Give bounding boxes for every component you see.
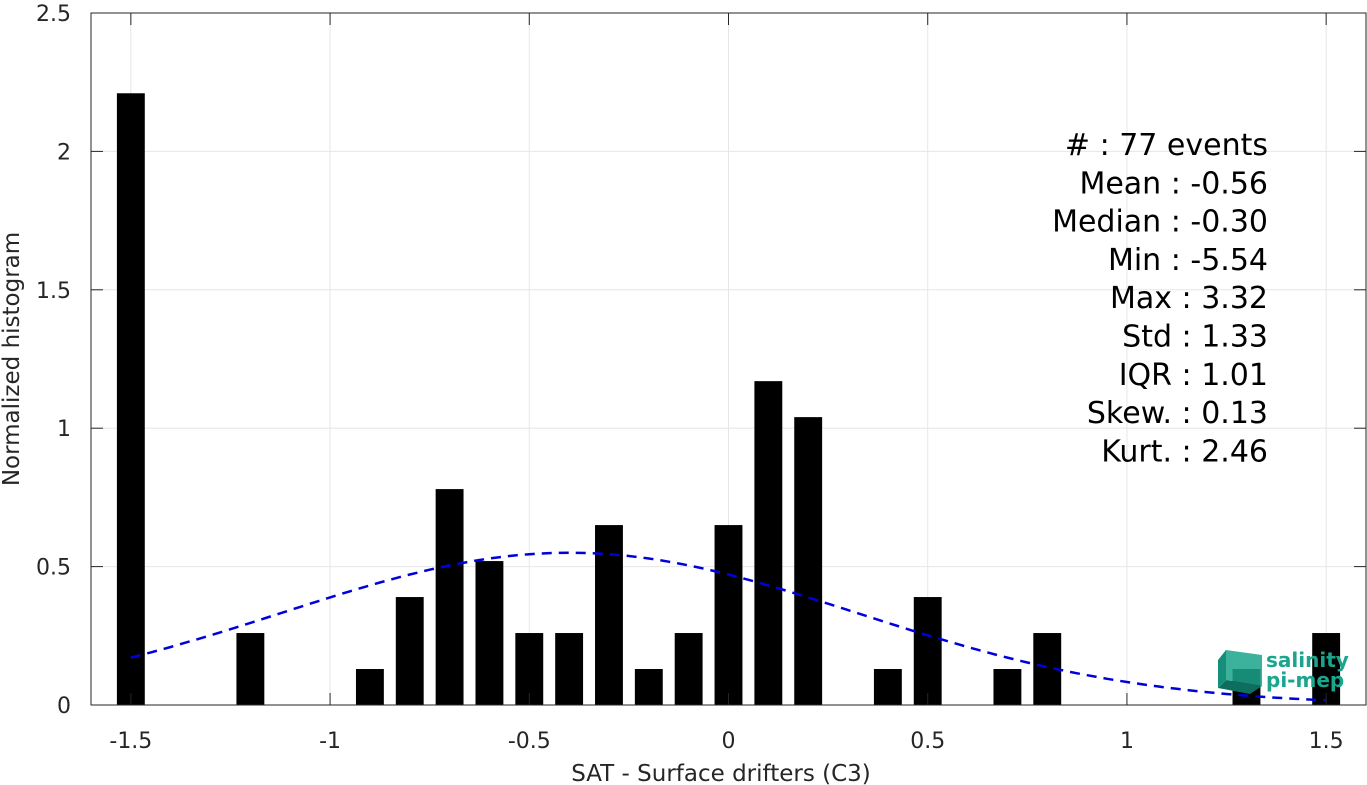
x-tick-label: 1 bbox=[1120, 729, 1134, 754]
histogram-bar bbox=[794, 417, 823, 705]
stat-line: Skew. : 0.13 bbox=[1087, 396, 1268, 431]
histogram-bar bbox=[236, 633, 265, 705]
histogram-bar bbox=[913, 597, 942, 705]
histogram-bars bbox=[116, 93, 1341, 706]
histogram-bar bbox=[595, 525, 623, 705]
x-tick-labels: -1.5 -1 -0.5 0 0.5 1 1.5 bbox=[109, 729, 1343, 754]
histogram-bar bbox=[634, 669, 663, 705]
x-tick-label: -1 bbox=[319, 729, 341, 754]
logo-line-2: pi-mep bbox=[1266, 668, 1344, 692]
y-tick-label: 0 bbox=[57, 694, 71, 719]
x-axis-label: SAT - Surface drifters (C3) bbox=[571, 761, 871, 785]
histogram-bar bbox=[993, 669, 1022, 705]
histogram-bar bbox=[395, 597, 424, 705]
stat-line: # : 77 events bbox=[1065, 128, 1268, 163]
y-axis-label: Normalized histogram bbox=[0, 232, 25, 486]
x-tick-label: 1.5 bbox=[1309, 729, 1344, 754]
stat-line: Max : 3.32 bbox=[1110, 281, 1268, 316]
histogram-bar bbox=[475, 561, 504, 705]
y-tick-label: 0.5 bbox=[36, 556, 71, 581]
histogram-bar bbox=[754, 381, 783, 705]
stat-line: Median : -0.30 bbox=[1052, 205, 1268, 240]
x-tick-label: 0 bbox=[722, 729, 736, 754]
histogram-bar bbox=[873, 669, 902, 705]
y-tick-label: 2 bbox=[57, 140, 71, 165]
histogram-bar bbox=[714, 525, 743, 705]
stat-line: Std : 1.33 bbox=[1122, 320, 1268, 355]
logo-cube-icon bbox=[1218, 650, 1262, 694]
stat-line: IQR : 1.01 bbox=[1119, 358, 1268, 393]
histogram-bar bbox=[355, 669, 384, 705]
y-tick-label: 1 bbox=[57, 417, 71, 442]
y-tick-label: 1.5 bbox=[36, 279, 71, 304]
x-tick-label: 0.5 bbox=[910, 729, 945, 754]
y-tick-labels: 0 0.5 1 1.5 2 2.5 bbox=[36, 2, 71, 719]
axes-frame bbox=[90, 12, 1367, 706]
histogram-bar bbox=[116, 93, 145, 706]
y-tick-label: 2.5 bbox=[36, 2, 71, 27]
x-tick-label: -1.5 bbox=[109, 729, 152, 754]
stat-line: Kurt. : 2.46 bbox=[1101, 434, 1268, 469]
stat-line: Mean : -0.56 bbox=[1079, 166, 1268, 201]
salinity-pimep-logo: salinity pi-mep bbox=[1218, 648, 1349, 694]
histogram-bar bbox=[435, 489, 464, 705]
stat-line: Min : -5.54 bbox=[1108, 243, 1268, 278]
x-tick-label: -0.5 bbox=[508, 729, 551, 754]
normal-fit-curve bbox=[130, 551, 1327, 702]
logo-line-1: salinity bbox=[1266, 648, 1349, 672]
histogram-bar bbox=[674, 633, 703, 705]
histogram-bar bbox=[555, 633, 584, 705]
